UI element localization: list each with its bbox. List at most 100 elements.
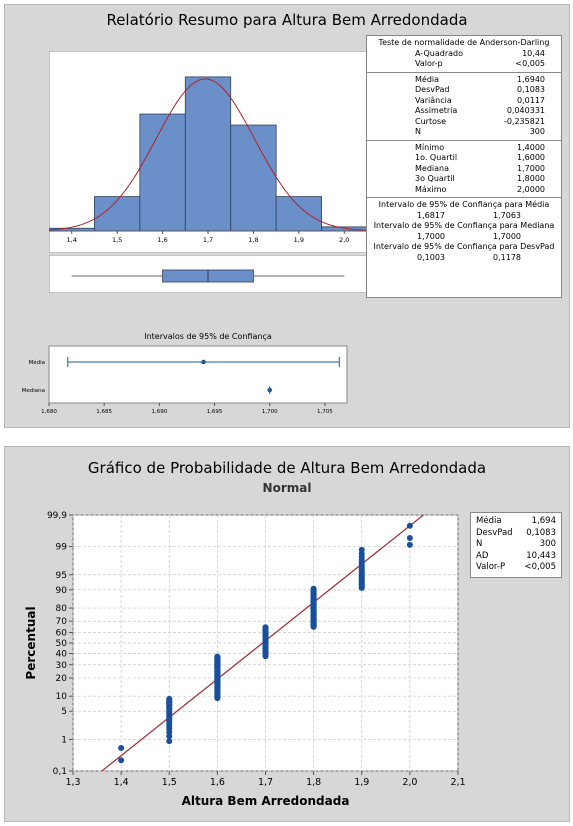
descriptive-stat-row: DesvPad 0,1083 bbox=[371, 85, 557, 96]
quantile-stat-label: 3o Quartil bbox=[415, 174, 455, 183]
histogram-bar bbox=[139, 113, 186, 232]
ci-plot-chart: Média Mediana 1,680 1,685 1,690 1,695 1,700 1,7… bbox=[22, 345, 348, 415]
normality-stat-value: 10,44 bbox=[522, 48, 545, 58]
probability-plot-chart: 1,3 1,4 1,5 1,6 1,7 1,8 1,9 2,0 2,1 0,1 1 5 10 20 3040… bbox=[24, 511, 466, 808]
prob-y-tick-label: 40 bbox=[56, 650, 68, 660]
prob-x-tick-label: 1,3 bbox=[65, 777, 80, 788]
prob-data-point bbox=[118, 757, 125, 764]
prob-y-tick-label: 80 bbox=[56, 604, 68, 614]
histogram-x-tick-label: 2,0 bbox=[339, 236, 349, 244]
prob-data-point bbox=[166, 738, 173, 745]
descriptives-section: Média 1,6940 DesvPad 0,1083 Variância 0,0117 A… bbox=[367, 73, 561, 141]
prob-data-point bbox=[406, 522, 413, 529]
prob-data-point bbox=[262, 624, 269, 631]
descriptive-stat-label: Assimetria bbox=[415, 106, 458, 115]
ci-x-tick-label: 1,700 bbox=[262, 409, 278, 415]
summary-stats-table: Teste de normalidade de Anderson-Darling… bbox=[366, 35, 562, 298]
histogram-bar bbox=[230, 124, 277, 232]
prob-x-axis-label: Altura Bem Arredondada bbox=[182, 794, 350, 808]
prob-stat-value: 1,694 bbox=[531, 516, 556, 526]
prob-y-axis-label: Percentual bbox=[24, 606, 38, 679]
ci-median-high: 1,7000 bbox=[493, 231, 521, 241]
prob-x-tick-label: 1,4 bbox=[114, 777, 129, 788]
ci-mean-section: Intervalo de 95% de Confiança para Média… bbox=[367, 198, 561, 265]
descriptive-stat-label: Variância bbox=[415, 95, 452, 105]
prob-data-point bbox=[310, 585, 317, 592]
probability-plot-panel: Gráfico de Probabilidade de Altura Bem A… bbox=[4, 446, 570, 822]
normality-stat-label: Valor-p bbox=[415, 59, 443, 68]
prob-data-point bbox=[406, 541, 413, 548]
prob-plot-title: Gráfico de Probabilidade de Altura Bem A… bbox=[87, 459, 487, 477]
prob-x-tick-label: 2,0 bbox=[402, 777, 417, 788]
prob-x-tick-label: 1,9 bbox=[354, 777, 369, 788]
quantile-stat-value: 1,8000 bbox=[517, 174, 545, 183]
prob-y-tick-label: 0,1 bbox=[53, 767, 67, 777]
quantile-stat-value: 1,7000 bbox=[517, 163, 545, 173]
quantile-stat-row: 1o. Quartil 1,6000 bbox=[371, 153, 557, 164]
prob-stat-row: Média 1,694 bbox=[476, 516, 556, 528]
quantile-stat-row: Mínimo 1,4000 bbox=[371, 143, 557, 154]
ci-stdev-header: Intervalo de 95% de Confiança para DesvP… bbox=[373, 242, 555, 251]
prob-x-tick-label: 1,7 bbox=[258, 777, 273, 788]
prob-y-tick-label: 99 bbox=[56, 543, 68, 553]
quantile-stat-row: Máximo 2,0000 bbox=[371, 185, 557, 196]
prob-data-point bbox=[214, 653, 221, 660]
summary-report-title: Relatório Resumo para Altura Bem Arredon… bbox=[106, 11, 468, 29]
prob-y-tick-label: 1 bbox=[61, 735, 67, 745]
prob-stat-label: DesvPad bbox=[476, 527, 513, 538]
histogram-x-tick-label: 1,5 bbox=[112, 236, 122, 244]
prob-stat-row: Valor-P <0,005 bbox=[476, 562, 556, 574]
histogram-x-tick-label: 1,4 bbox=[67, 236, 77, 244]
ci-stdev-high: 0,1178 bbox=[493, 252, 521, 262]
descriptive-stat-value: -0,235821 bbox=[503, 116, 545, 126]
ci-mean-high: 1,7063 bbox=[493, 210, 521, 220]
prob-x-tick-label: 1,6 bbox=[210, 777, 225, 788]
prob-y-tick-label: 99,9 bbox=[47, 511, 67, 521]
quantile-stat-label: 1o. Quartil bbox=[415, 153, 458, 162]
prob-stat-row: DesvPad 0,1083 bbox=[476, 528, 556, 540]
prob-stat-row: N 300 bbox=[476, 539, 556, 551]
prob-stat-label: Média bbox=[476, 516, 502, 526]
prob-data-point bbox=[118, 744, 125, 751]
descriptive-stat-row: N 300 bbox=[371, 127, 557, 138]
descriptive-stat-row: Variância 0,0117 bbox=[371, 96, 557, 107]
descriptive-stat-value: 0,0117 bbox=[517, 95, 545, 105]
quantile-stat-row: 3o Quartil 1,8000 bbox=[371, 174, 557, 185]
histogram-x-tick-label: 1,9 bbox=[294, 236, 304, 244]
histogram-bar bbox=[184, 76, 232, 232]
descriptive-stat-value: 0,1083 bbox=[517, 85, 545, 94]
prob-data-point bbox=[166, 695, 173, 702]
normality-stat-row: A-Quadrado 10,44 bbox=[371, 49, 557, 60]
histogram-x-tick-label: 1,7 bbox=[203, 236, 213, 244]
prob-stat-label: AD bbox=[476, 550, 489, 561]
ci-estimate-point bbox=[201, 359, 206, 365]
prob-y-tick-label: 10 bbox=[56, 692, 68, 702]
ci-estimate-point bbox=[267, 387, 273, 393]
summary-report-panel: Relatório Resumo para Altura Bem Arredon… bbox=[4, 4, 570, 428]
normal-curve bbox=[49, 78, 367, 231]
prob-x-tick-label: 2,1 bbox=[450, 777, 465, 788]
ci-median-low: 1,7000 bbox=[417, 231, 445, 241]
ci-mean-low: 1,6817 bbox=[417, 210, 445, 220]
histogram-bar bbox=[94, 196, 141, 232]
prob-stat-label: N bbox=[476, 539, 483, 549]
histogram-x-tick-label: 1,6 bbox=[157, 236, 167, 244]
descriptive-stat-row: Assimetria 0,040331 bbox=[371, 106, 557, 117]
ci-plot-title: Intervalos de 95% de Confiança bbox=[144, 332, 272, 341]
quantile-stat-label: Máximo bbox=[415, 184, 447, 194]
quantile-stat-label: Mínimo bbox=[415, 142, 445, 152]
prob-data-point bbox=[358, 546, 365, 553]
ci-stdev-low: 0,1003 bbox=[417, 252, 445, 262]
prob-stat-label: Valor-P bbox=[476, 562, 506, 572]
prob-stat-value: 0,1083 bbox=[526, 527, 556, 538]
prob-y-tick-label: 30 bbox=[56, 661, 68, 671]
prob-y-tick-label: 5 bbox=[61, 707, 67, 717]
descriptive-stat-row: Média 1,6940 bbox=[371, 75, 557, 86]
prob-stat-row: AD 10,443 bbox=[476, 551, 556, 563]
normality-stat-row: Valor-p <0,005 bbox=[371, 59, 557, 70]
ci-plot-frame bbox=[48, 345, 348, 404]
prob-x-tick-label: 1,5 bbox=[162, 777, 177, 788]
quantiles-section: Mínimo 1,4000 1o. Quartil 1,6000 Mediana 1,70… bbox=[367, 141, 561, 198]
quantile-stat-value: 2,0000 bbox=[517, 184, 545, 194]
normality-stat-label: A-Quadrado bbox=[415, 48, 463, 58]
